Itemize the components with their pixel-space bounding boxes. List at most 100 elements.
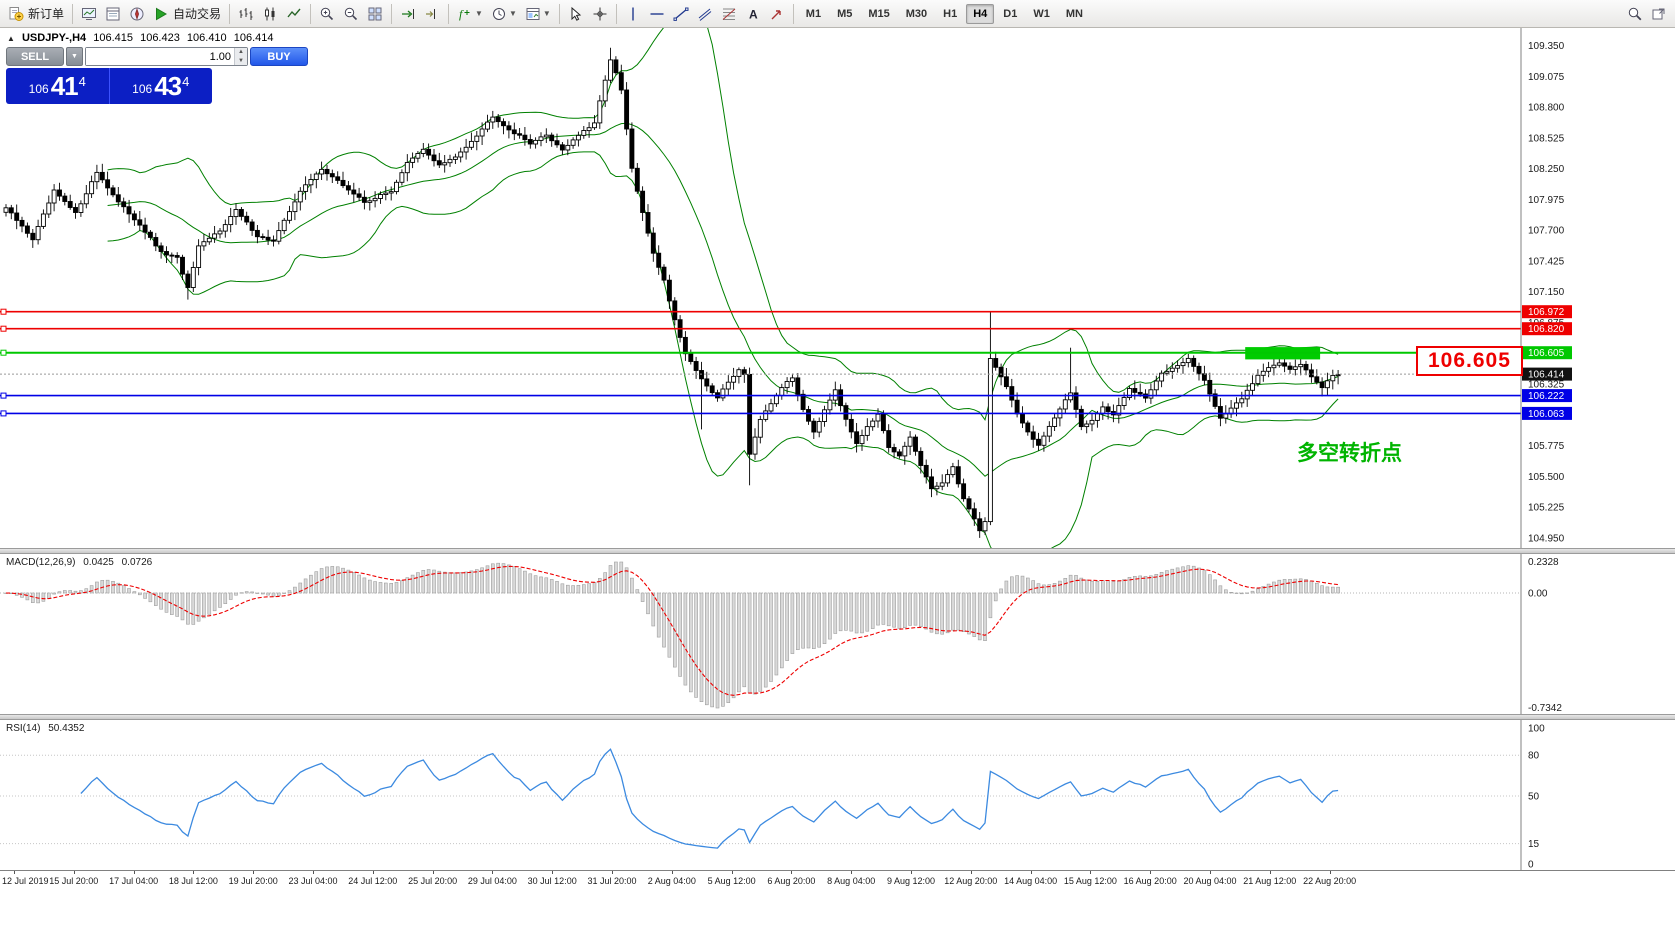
volume-preset-dropdown[interactable]: ▼ xyxy=(66,47,83,66)
buy-button[interactable]: BUY xyxy=(250,47,308,66)
one-click-collapse-arrow[interactable]: ▲ xyxy=(7,34,15,43)
price-tick: 105.225 xyxy=(1528,503,1565,514)
clock-icon xyxy=(492,7,505,20)
sell-button[interactable]: SELL xyxy=(6,47,64,66)
timeframe-m5-button[interactable]: M5 xyxy=(837,7,853,20)
toolbar-separator xyxy=(448,3,450,24)
crosshair-button[interactable] xyxy=(589,3,611,25)
sell-price[interactable]: 106 41 4 xyxy=(6,68,109,104)
bar-chart-mode-button[interactable] xyxy=(235,3,257,25)
price-tick: 108.525 xyxy=(1528,133,1565,144)
arrows-tool-button[interactable] xyxy=(766,3,788,25)
time-label: 15 Jul 20:00 xyxy=(49,876,99,886)
time-tick xyxy=(73,871,75,874)
price-tick: 107.975 xyxy=(1528,195,1565,206)
indicators-button[interactable]: f ▼ xyxy=(454,3,486,25)
rsi-splitter[interactable] xyxy=(0,714,1675,720)
timeframe-h4-button[interactable]: H4 xyxy=(966,3,995,24)
toolbar-separator xyxy=(310,3,312,24)
price-marker-label: 106.222 xyxy=(1528,391,1565,402)
search-button[interactable] xyxy=(1624,3,1646,25)
rsi-panel-canvas[interactable]: 100 80 50 15 0 xyxy=(0,720,1675,870)
price-label-object[interactable]: 106.605 xyxy=(1416,346,1523,376)
buy-price-big: 43 xyxy=(154,70,182,101)
macd-splitter[interactable] xyxy=(0,548,1675,554)
time-tick xyxy=(970,871,972,874)
timeframe-d1-button[interactable]: D1 xyxy=(1003,7,1018,20)
price-axis[interactable]: 109.350 109.075 108.800 108.525 108.250 107.9… xyxy=(1520,28,1572,548)
price-tick: 104.950 xyxy=(1528,533,1565,544)
data-window-button[interactable] xyxy=(102,3,124,25)
zoom-out-button[interactable] xyxy=(340,3,362,25)
time-tick xyxy=(1090,871,1092,874)
time-label: 31 Jul 20:00 xyxy=(587,876,637,886)
auto-scroll-button[interactable] xyxy=(397,3,419,25)
rsi-label: RSI(14) 50.4352 xyxy=(6,723,84,734)
horizontal-line-button[interactable] xyxy=(646,3,668,25)
buy-price[interactable]: 106 43 4 xyxy=(110,68,213,104)
line-chart-mode-button[interactable] xyxy=(283,3,305,25)
textA-icon: A xyxy=(749,7,758,21)
timeframe-m1-button[interactable]: M1 xyxy=(805,7,822,20)
time-tick xyxy=(791,871,793,874)
main-chart-canvas[interactable]: 109.350 109.075 108.800 108.525 108.250 107.9… xyxy=(0,28,1675,548)
timeframe-mn-button[interactable]: MN xyxy=(1065,7,1083,20)
time-label: 18 Jul 12:00 xyxy=(168,876,218,886)
zoom-in-button[interactable] xyxy=(316,3,338,25)
timeframe-w1-button[interactable]: W1 xyxy=(1033,7,1050,20)
macd-scale-zero: 0.00 xyxy=(1528,589,1548,600)
macd-title: MACD(12,26,9) xyxy=(6,557,76,568)
fibonacci-retracement-button[interactable] xyxy=(718,3,740,25)
price-marker-label: 106.414 xyxy=(1528,370,1565,381)
navigator-button[interactable] xyxy=(126,3,148,25)
macd-panel-canvas[interactable]: 0.2328 0.00 -0.7342 xyxy=(0,554,1675,714)
time-label: 24 Jul 12:00 xyxy=(348,876,398,886)
data-window-icon xyxy=(106,7,120,20)
trendline-button[interactable] xyxy=(670,3,692,25)
macd-histogram xyxy=(4,561,1340,709)
time-tick xyxy=(193,871,195,874)
price-tick: 107.425 xyxy=(1528,257,1565,268)
vertical-line-button[interactable] xyxy=(622,3,644,25)
templates-button[interactable]: ▼ xyxy=(522,3,554,25)
new-order-button[interactable]: 新订单 xyxy=(5,3,67,25)
open-in-new-window-button[interactable] xyxy=(1648,3,1670,25)
volume-down-button[interactable]: ▼ xyxy=(235,56,247,65)
time-tick xyxy=(1210,871,1211,874)
time-tick xyxy=(1030,871,1032,874)
time-tick xyxy=(432,871,434,874)
timeframe-h1-button[interactable]: H1 xyxy=(943,7,958,20)
timeframe-m15-button[interactable]: M15 xyxy=(868,7,890,20)
time-tick xyxy=(372,871,374,874)
price-marker xyxy=(1522,389,1572,403)
time-tick xyxy=(1269,871,1271,874)
periods-button[interactable]: ▼ xyxy=(488,3,520,25)
time-label: 2 Aug 04:00 xyxy=(647,876,696,886)
timeframe-m30-button[interactable]: M30 xyxy=(905,7,928,20)
tile-windows-button[interactable] xyxy=(364,3,386,25)
volume-input[interactable] xyxy=(86,48,234,65)
time-axis[interactable]: 12 Jul 2019 15 Jul 20:00 17 Jul 04:00 18 Ju… xyxy=(0,870,1675,897)
popup-icon xyxy=(1652,8,1665,19)
market-watch-button[interactable] xyxy=(78,3,100,25)
chart-header: ▲ USDJPY-,H4 106.415 106.423 106.410 106… xyxy=(7,32,278,44)
volume-up-button[interactable]: ▲ xyxy=(235,48,247,57)
cursor-button[interactable] xyxy=(565,3,587,25)
volume-field-wrap: ▲ ▼ xyxy=(85,47,248,66)
one-click-prices: 106 41 4 106 43 4 xyxy=(6,68,212,104)
candlestick-mode-button[interactable] xyxy=(259,3,281,25)
auto-trading-button[interactable]: 自动交易 xyxy=(150,3,224,25)
fibo-icon xyxy=(722,8,736,20)
equidistant-channel-button[interactable] xyxy=(694,3,716,25)
chart-shift-button[interactable] xyxy=(421,3,443,25)
time-label: 30 Jul 12:00 xyxy=(527,876,577,886)
text-tool-button[interactable]: A xyxy=(742,3,764,25)
turning-point-annotation[interactable]: 多空转折点 xyxy=(1297,442,1402,465)
level-lines[interactable] xyxy=(0,308,1521,417)
navigator-icon xyxy=(130,7,144,20)
price-tick: 107.700 xyxy=(1528,226,1565,237)
rsi-line xyxy=(80,748,1339,849)
time-tick xyxy=(492,871,494,874)
macd-label: MACD(12,26,9) 0.0425 0.0726 xyxy=(6,557,152,568)
bollinger-bands xyxy=(107,28,1339,548)
